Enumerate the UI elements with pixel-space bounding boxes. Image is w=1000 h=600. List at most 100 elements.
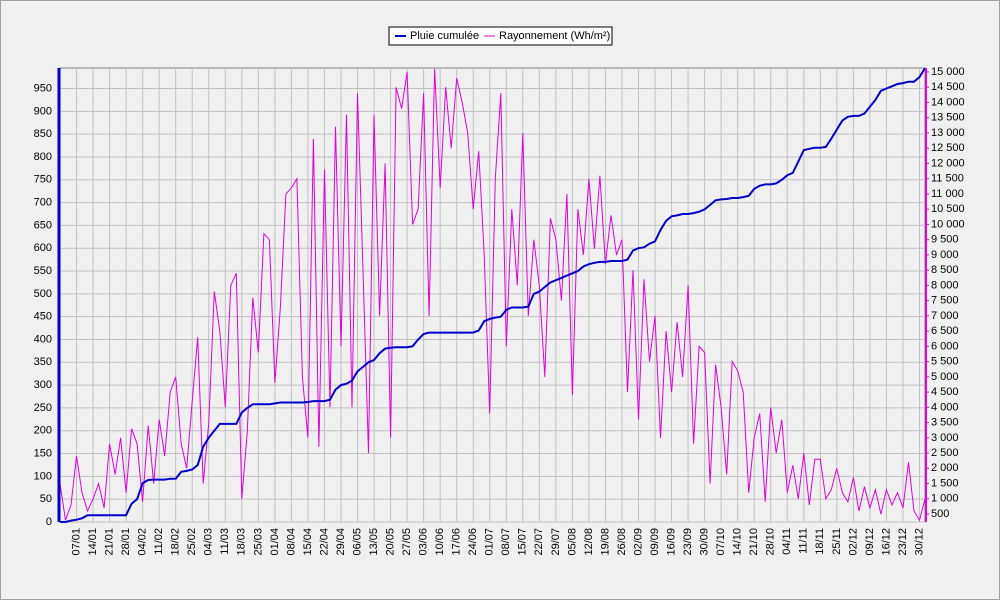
y-tick-label: 450: [34, 311, 52, 323]
x-tick-label: 20/05: [384, 528, 396, 556]
x-tick-label: 23/12: [897, 528, 909, 556]
x-tick-label: 18/03: [236, 528, 248, 556]
x-tick-label: 22/04: [318, 528, 330, 556]
y2-tick-label: 14 000: [931, 96, 965, 108]
x-tick-label: 09/12: [864, 528, 876, 556]
y2-tick-label: 8 000: [931, 279, 959, 291]
x-tick-label: 18/11: [814, 528, 826, 555]
x-tick-label: 24/06: [467, 528, 479, 556]
x-tick-label: 08/04: [285, 528, 297, 556]
x-tick-label: 04/11: [781, 528, 793, 555]
x-tick-label: 16/12: [880, 528, 892, 556]
y-tick-label: 400: [34, 333, 52, 345]
x-tick-label: 30/09: [699, 528, 711, 556]
x-tick-label: 08/07: [500, 528, 512, 556]
x-tick-label: 27/05: [401, 528, 413, 556]
y-tick-label: 250: [34, 402, 52, 414]
y-tick-label: 900: [34, 105, 52, 117]
x-tick-label: 07/10: [715, 528, 727, 556]
legend: [388, 26, 613, 46]
y2-tick-label: 5 000: [931, 371, 959, 383]
y2-tick-label: 14 500: [931, 81, 965, 93]
y-tick-label: 650: [34, 219, 52, 231]
x-tick-label: 07/01: [70, 528, 82, 556]
y2-tick-label: 500: [931, 508, 949, 520]
y2-tick-label: 1 000: [931, 493, 959, 505]
y2-tick-label: 2 000: [931, 462, 959, 474]
x-tick-label: 29/07: [550, 528, 562, 556]
x-tick-label: 04/03: [203, 528, 215, 556]
y-tick-label: 800: [34, 151, 52, 163]
y2-tick-label: 9 000: [931, 249, 959, 261]
y2-tick-label: 8 500: [931, 264, 959, 276]
x-tick-label: 28/01: [120, 528, 132, 556]
y-tick-label: 850: [34, 128, 52, 140]
y2-tick-label: 15 000: [931, 66, 965, 78]
x-tick-label: 09/09: [649, 528, 661, 556]
y2-tick-label: 7 000: [931, 310, 959, 322]
x-tick-label: 17/06: [451, 528, 463, 556]
x-tick-label: 30/12: [913, 528, 925, 556]
y2-tick-label: 2 500: [931, 447, 959, 459]
y2-tick-label: 11 000: [931, 188, 964, 200]
x-tick-label: 02/12: [847, 528, 859, 556]
x-tick-label: 14/10: [732, 528, 744, 556]
y2-tick-label: 10 000: [931, 218, 965, 230]
y2-tick-label: 7 500: [931, 295, 959, 307]
y2-tick-label: 10 500: [931, 203, 965, 215]
y-tick-label: 750: [34, 174, 52, 186]
x-tick-label: 21/01: [103, 528, 115, 556]
x-tick-label: 03/06: [418, 528, 430, 556]
x-tick-label: 04/02: [137, 528, 149, 556]
y2-tick-label: 6 000: [931, 340, 959, 352]
y-tick-label: 150: [34, 447, 52, 459]
x-tick-label: 16/09: [665, 528, 677, 556]
x-tick-label: 25/11: [831, 528, 843, 555]
series-line: [59, 68, 926, 522]
y-tick-label: 700: [34, 197, 52, 209]
x-tick-label: 26/08: [616, 528, 628, 556]
y-tick-label: 600: [34, 242, 52, 254]
x-tick-label: 28/10: [765, 528, 777, 556]
y-tick-label: 350: [34, 356, 52, 368]
series-line: [60, 67, 926, 523]
x-tick-label: 15/07: [517, 528, 529, 556]
x-tick-label: 14/01: [87, 528, 99, 556]
x-tick-label: 01/07: [484, 528, 496, 556]
y2-tick-label: 12 000: [931, 157, 965, 169]
y-tick-label: 100: [34, 470, 52, 482]
x-tick-label: 29/04: [335, 528, 347, 556]
x-tick-label: 21/10: [748, 528, 760, 556]
y2-tick-label: 4 000: [931, 401, 959, 413]
x-tick-label: 18/02: [170, 528, 182, 556]
y-tick-label: 300: [34, 379, 52, 391]
legend-label: Rayonnement (Wh/m²): [499, 30, 610, 42]
y2-tick-label: 9 500: [931, 234, 959, 246]
x-tick-label: 25/03: [252, 528, 264, 556]
y2-tick-label: 5 500: [931, 356, 959, 368]
y-tick-label: 50: [40, 493, 52, 505]
y-tick-label: 200: [34, 425, 52, 437]
x-tick-label: 22/07: [533, 528, 545, 556]
x-tick-label: 23/09: [682, 528, 694, 556]
x-tick-label: 13/05: [368, 528, 380, 556]
y2-tick-label: 4 500: [931, 386, 959, 398]
x-tick-label: 25/02: [186, 528, 198, 556]
y2-tick-label: 6 500: [931, 325, 959, 337]
y-tick-label: 950: [34, 82, 52, 94]
legend-label: Pluie cumulée: [410, 30, 479, 42]
x-tick-label: 05/08: [566, 528, 578, 556]
y-tick-label: 500: [34, 288, 52, 300]
x-tick-label: 11/11: [798, 528, 810, 554]
x-tick-label: 02/09: [632, 528, 644, 556]
y2-tick-label: 12 500: [931, 142, 965, 154]
y-tick-label: 0: [46, 516, 52, 528]
x-tick-label: 01/04: [269, 528, 281, 556]
x-tick-label: 15/04: [302, 528, 314, 556]
y2-tick-label: 1 500: [931, 477, 959, 489]
x-tick-label: 10/06: [434, 528, 446, 556]
y2-tick-label: 3 500: [931, 417, 959, 429]
x-tick-label: 11/03: [219, 528, 231, 555]
y-tick-label: 550: [34, 265, 52, 277]
